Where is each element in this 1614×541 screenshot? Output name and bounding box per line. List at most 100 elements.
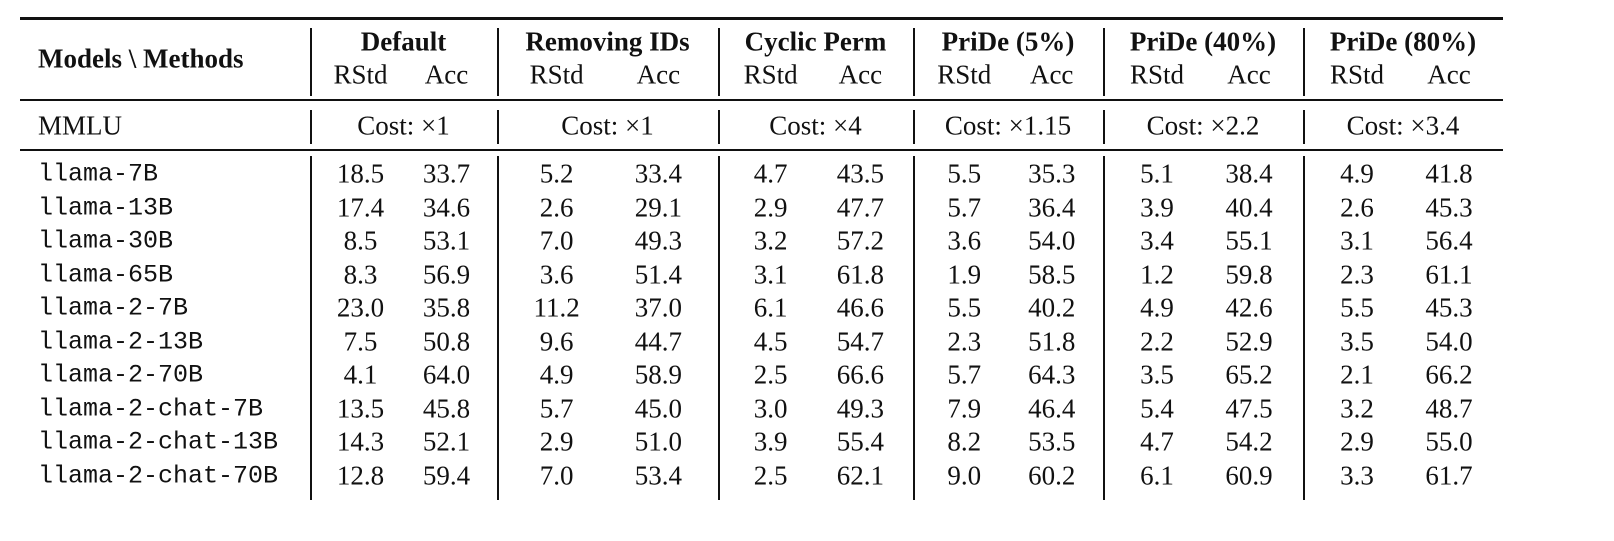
value-cell: 64.0: [422, 359, 471, 390]
corner-header: Models \ Methods: [38, 43, 244, 74]
value-cell: 8.5: [343, 225, 378, 256]
value-cell: 36.4: [1028, 192, 1076, 222]
value-cell: 13.5: [336, 393, 385, 423]
value-cell: 62.1: [836, 460, 884, 490]
value-cell: 11.2: [533, 292, 580, 323]
sub-header: RStd: [1329, 59, 1385, 90]
value-cell: 35.8: [422, 292, 471, 323]
value-cell: 48.7: [1425, 393, 1473, 423]
value-cell: 2.9: [1340, 426, 1374, 457]
header-rule: [20, 99, 1503, 101]
value-cell: 5.7: [947, 359, 982, 390]
value-cell: 5.4: [1140, 393, 1174, 423]
value-cell: 61.1: [1425, 259, 1473, 289]
model-name: llama-2-70B: [38, 360, 204, 390]
value-cell: 47.7: [836, 192, 884, 222]
value-cell: 3.6: [539, 259, 574, 289]
value-cell: 53.1: [422, 225, 471, 256]
value-cell: 64.3: [1028, 359, 1076, 390]
sub-header: Acc: [1029, 59, 1074, 90]
value-cell: 4.9: [1140, 292, 1174, 323]
value-cell: 5.5: [1340, 292, 1374, 323]
value-cell: 8.2: [947, 426, 982, 457]
model-name: llama-2-13B: [38, 327, 204, 356]
value-cell: 33.7: [422, 158, 471, 189]
sub-header: RStd: [333, 59, 388, 90]
value-cell: 7.0: [539, 225, 574, 256]
value-cell: 46.4: [1028, 393, 1076, 423]
column-separator: [310, 110, 312, 144]
value-cell: 3.2: [1340, 393, 1374, 423]
value-cell: 59.8: [1225, 259, 1273, 289]
value-cell: 53.5: [1028, 426, 1076, 457]
value-cell: 57.2: [836, 225, 884, 256]
column-separator: [718, 156, 720, 500]
sub-header: Acc: [636, 59, 681, 90]
value-cell: 2.5: [753, 460, 788, 490]
value-cell: 47.5: [1225, 393, 1273, 423]
column-separator: [310, 156, 312, 500]
column-separator: [1103, 110, 1105, 144]
value-cell: 3.3: [1340, 460, 1374, 490]
column-separator: [718, 110, 720, 144]
value-cell: 14.3: [336, 426, 385, 457]
value-cell: 33.4: [634, 158, 682, 189]
value-cell: 46.6: [836, 292, 884, 323]
value-cell: 53.4: [634, 460, 682, 490]
sub-header: RStd: [743, 59, 798, 90]
cost-cell: Cost: ×1.15: [944, 110, 1072, 141]
value-cell: 3.1: [753, 259, 788, 289]
value-cell: 43.5: [836, 158, 884, 189]
value-cell: 5.1: [1140, 158, 1174, 189]
value-cell: 44.7: [634, 326, 682, 356]
value-cell: 55.4: [836, 426, 884, 457]
cost-cell: Cost: ×1: [561, 110, 654, 141]
model-name: llama-7B: [38, 159, 159, 189]
value-cell: 1.2: [1140, 259, 1174, 289]
value-cell: 2.3: [947, 326, 982, 356]
value-cell: 2.1: [1340, 359, 1374, 390]
dataset-label: MMLU: [38, 110, 123, 141]
column-separator: [497, 156, 499, 500]
value-cell: 51.8: [1028, 326, 1076, 356]
value-cell: 60.9: [1225, 460, 1273, 490]
value-cell: 7.9: [947, 393, 982, 423]
value-cell: 42.6: [1225, 292, 1273, 323]
model-name: llama-2-chat-13B: [38, 427, 279, 457]
group-header: Cyclic Perm: [744, 26, 887, 57]
value-cell: 4.7: [1140, 426, 1174, 457]
value-cell: 45.0: [634, 393, 682, 423]
value-cell: 35.3: [1028, 158, 1076, 189]
value-cell: 66.6: [836, 359, 884, 390]
value-cell: 40.4: [1225, 192, 1273, 222]
value-cell: 3.5: [1140, 359, 1174, 390]
value-cell: 55.0: [1425, 426, 1473, 457]
value-cell: 56.9: [422, 259, 471, 289]
model-name: llama-2-7B: [38, 293, 189, 323]
value-cell: 4.9: [539, 359, 574, 390]
value-cell: 54.0: [1425, 326, 1473, 356]
value-cell: 8.3: [343, 259, 378, 289]
column-separator: [913, 156, 915, 500]
sub-header: Acc: [838, 59, 883, 90]
sub-header: Acc: [1227, 59, 1271, 90]
value-cell: 58.9: [634, 359, 682, 390]
column-separator: [1303, 110, 1305, 144]
value-cell: 3.0: [753, 393, 788, 423]
value-cell: 61.8: [836, 259, 884, 289]
column-separator: [1103, 28, 1105, 96]
value-cell: 5.5: [947, 292, 982, 323]
value-cell: 3.5: [1340, 326, 1374, 356]
column-separator: [497, 110, 499, 144]
value-cell: 65.2: [1225, 359, 1273, 390]
column-separator: [310, 28, 312, 96]
cost-cell: Cost: ×3.4: [1346, 110, 1460, 141]
cost-cell: Cost: ×4: [769, 110, 862, 141]
value-cell: 23.0: [336, 292, 385, 323]
value-cell: 54.7: [836, 326, 884, 356]
value-cell: 4.1: [343, 359, 378, 390]
cost-cell: Cost: ×1: [357, 110, 450, 141]
column-separator: [1303, 28, 1305, 96]
model-name: llama-30B: [38, 226, 174, 256]
